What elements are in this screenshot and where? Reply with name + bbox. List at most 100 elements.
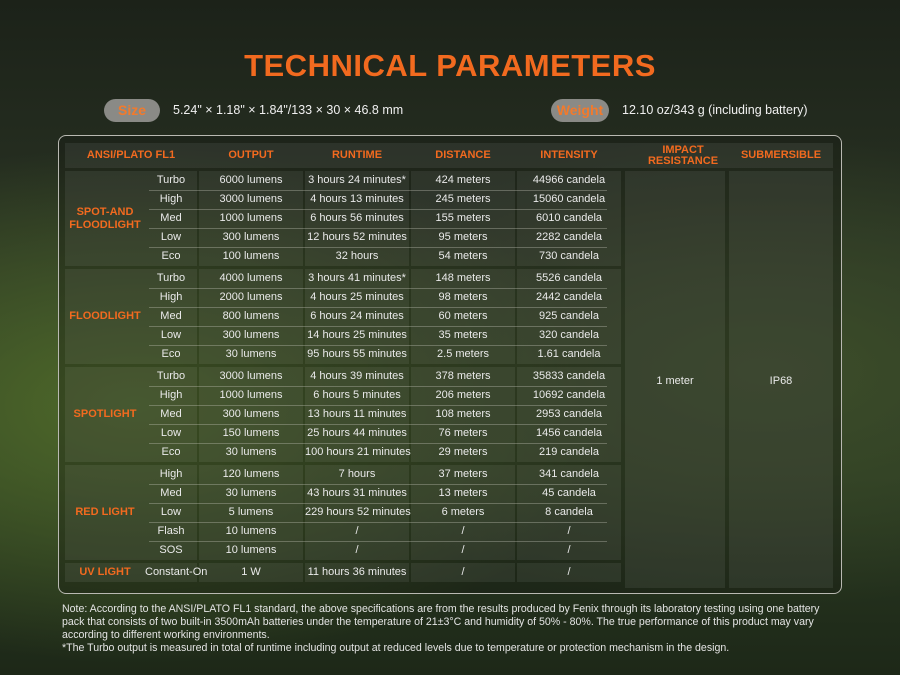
column-header: INTENSITY (540, 149, 598, 161)
column-block (199, 563, 303, 582)
cell: 7 hours (338, 468, 376, 480)
column-block (305, 269, 409, 364)
cell: / (567, 525, 571, 537)
cell: 5 lumens (228, 506, 274, 518)
cell: 35 meters (438, 329, 488, 341)
column-block (517, 367, 621, 462)
row-separator (149, 541, 607, 542)
cell: 32 hours (335, 250, 379, 262)
row-separator (149, 228, 607, 229)
cell: / (461, 566, 465, 578)
cell: 108 meters (435, 408, 491, 420)
group-name: SPOT-AND FLOODLIGHT (69, 205, 141, 231)
column-block (517, 465, 621, 560)
row-separator (149, 424, 607, 425)
cell: 14 hours 25 minutes (307, 329, 407, 341)
cell: 3 hours 24 minutes* (308, 174, 406, 186)
note: *The Turbo output is measured in total o… (62, 642, 730, 654)
cell: 6000 lumens (219, 174, 283, 186)
cell: 3000 lumens (219, 370, 283, 382)
row-separator (149, 386, 607, 387)
cell: 25 hours 44 minutes (307, 427, 407, 439)
cell: / (567, 566, 571, 578)
cell: 10 lumens (225, 544, 277, 556)
column-block (199, 171, 303, 266)
cell: 229 hours 52 minutes (305, 506, 411, 518)
mode: Turbo (156, 174, 186, 186)
cell: 2953 candela (535, 408, 603, 420)
cell: / (461, 525, 465, 537)
column-block (411, 563, 515, 582)
cell: 30 lumens (225, 487, 277, 499)
mode: High (159, 468, 183, 480)
mode: Eco (161, 348, 181, 360)
column-block (199, 367, 303, 462)
column-header: DISTANCE (435, 149, 491, 161)
cell: 11 hours 36 minutes (307, 566, 407, 578)
cell: 925 candela (539, 310, 599, 322)
cell: 120 lumens (222, 468, 280, 480)
cell: / (461, 544, 465, 556)
cell: 300 lumens (222, 329, 280, 341)
mode: Low (160, 231, 182, 243)
spec-value: 5.24" × 1.18" × 1.84"/133 × 30 × 46.8 mm (173, 103, 404, 117)
cell: 5526 candela (535, 272, 603, 284)
row-separator (149, 326, 607, 327)
impact-value: 1 meter (656, 375, 694, 387)
column-block (517, 171, 621, 266)
row-separator (149, 484, 607, 485)
cell: 4 hours 13 minutes (310, 193, 404, 205)
column-block (145, 465, 197, 560)
cell: 148 meters (435, 272, 491, 284)
column-block (145, 367, 197, 462)
cell: 29 meters (438, 446, 488, 458)
cell: 800 lumens (222, 310, 280, 322)
cell: 341 candela (539, 468, 599, 480)
note: Note: According to the ANSI/PLATO FL1 st… (62, 603, 820, 641)
cell: 37 meters (438, 468, 488, 480)
column-block (305, 465, 409, 560)
group-name: UV LIGHT (79, 566, 131, 578)
submersible-value: IP68 (769, 375, 793, 387)
cell: 6010 candela (535, 212, 603, 224)
mode: High (159, 193, 183, 205)
mode: Eco (161, 250, 181, 262)
cell: 3000 lumens (219, 193, 283, 205)
cell: 155 meters (435, 212, 491, 224)
cell: 320 candela (539, 329, 599, 341)
mode: Low (160, 329, 182, 341)
column-block (411, 171, 515, 266)
cell: 30 lumens (225, 348, 277, 360)
cell: 245 meters (435, 193, 491, 205)
row-separator (149, 443, 607, 444)
cell: 1456 candela (535, 427, 603, 439)
cell: 44966 candela (532, 174, 606, 186)
cell: 2000 lumens (219, 291, 283, 303)
cell: 378 meters (435, 370, 491, 382)
row-separator (149, 503, 607, 504)
column-block (411, 465, 515, 560)
cell: / (355, 525, 359, 537)
cell: 2442 candela (535, 291, 603, 303)
row-separator (149, 288, 607, 289)
cell: 1000 lumens (219, 212, 283, 224)
spec-label: Size (104, 99, 160, 122)
cell: 6 meters (441, 506, 485, 518)
row-separator (149, 405, 607, 406)
group-block (65, 465, 145, 560)
mode: High (159, 291, 183, 303)
submersible-cell (729, 171, 833, 588)
cell: 730 candela (539, 250, 599, 262)
column-block (305, 171, 409, 266)
cell: 100 lumens (222, 250, 280, 262)
cell: 43 hours 31 minutes (307, 487, 407, 499)
column-block (199, 465, 303, 560)
cell: 30 lumens (225, 446, 277, 458)
mode: SOS (159, 544, 183, 556)
column-block (517, 269, 621, 364)
mode: Turbo (156, 272, 186, 284)
cell: 150 lumens (222, 427, 280, 439)
cell: 35833 candela (532, 370, 606, 382)
cell: 424 meters (435, 174, 491, 186)
